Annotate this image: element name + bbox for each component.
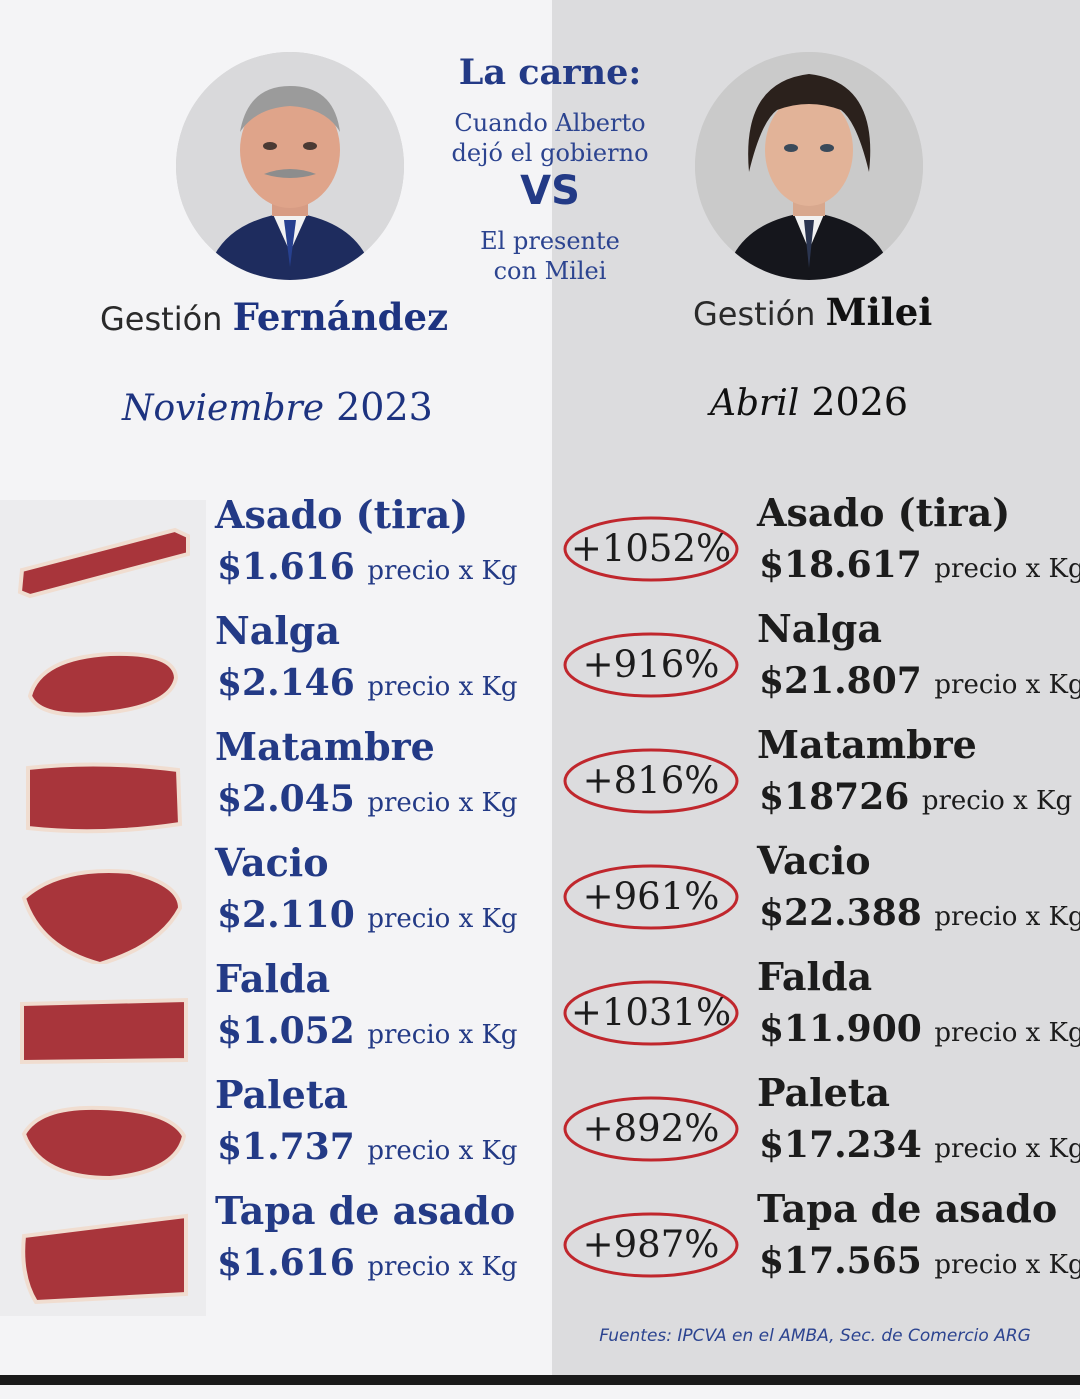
- price-value: $2.146: [217, 662, 355, 704]
- price-left: $1.052 precio x Kg: [217, 1010, 518, 1052]
- cut-name-right: Matambre: [757, 722, 977, 767]
- unit-label: precio x Kg: [367, 1020, 518, 1050]
- milei-portrait: [695, 52, 923, 280]
- cut-name-right: Falda: [757, 954, 873, 999]
- price-right: $11.900 precio x Kg: [759, 1008, 1080, 1050]
- cut-name-right: Nalga: [757, 606, 882, 651]
- unit-label: precio x Kg: [367, 672, 518, 702]
- meat-cut-image: [0, 848, 206, 968]
- unit-label: precio x Kg: [367, 556, 518, 586]
- cut-name-left: Asado (tira): [215, 492, 469, 537]
- meat-cut-image: [0, 500, 206, 620]
- gestion-milei-label: Gestión Milei: [693, 290, 932, 334]
- percent-change-value: +1052%: [570, 527, 732, 570]
- meat-cut-image: [0, 964, 206, 1084]
- unit-label: precio x Kg: [367, 1136, 518, 1166]
- percent-change-badge: +916%: [562, 630, 740, 700]
- vs-label: VS: [520, 168, 580, 214]
- cut-name-right: Asado (tira): [757, 490, 1011, 535]
- price-value: $1.616: [217, 546, 355, 588]
- percent-change-value: +1031%: [570, 991, 732, 1034]
- unit-label: precio x Kg: [367, 904, 518, 934]
- gestion-name: Milei: [825, 290, 933, 334]
- gestion-prefix: Gestión: [693, 295, 816, 333]
- price-right: $18726 precio x Kg: [759, 776, 1072, 818]
- percent-change-badge: +1031%: [562, 978, 740, 1048]
- percent-change-value: +961%: [582, 875, 720, 918]
- unit-label: precio x Kg: [934, 1250, 1080, 1280]
- fernandez-portrait: [176, 52, 404, 280]
- unit-label: precio x Kg: [921, 786, 1073, 816]
- subtitle-line: con Milei: [493, 257, 607, 285]
- cut-name-right: Paleta: [757, 1070, 890, 1115]
- cut-name-left: Vacio: [215, 840, 329, 885]
- gestion-fernandez-label: Gestión Fernández: [100, 295, 448, 339]
- price-value: $17.565: [759, 1240, 922, 1282]
- source-note: Fuentes: IPCVA en el AMBA, Sec. de Comer…: [599, 1326, 1031, 1346]
- subtitle-line: Cuando Alberto: [454, 109, 646, 137]
- unit-label: precio x Kg: [934, 902, 1080, 932]
- percent-change-value: +816%: [582, 759, 720, 802]
- period-month: Noviembre: [122, 388, 325, 429]
- meat-cut-image: [0, 1196, 206, 1316]
- price-left: $2.045 precio x Kg: [217, 778, 518, 820]
- price-value: $21.807: [759, 660, 922, 702]
- cut-name-left: Nalga: [215, 608, 340, 653]
- cut-name-left: Paleta: [215, 1072, 348, 1117]
- percent-change-value: +916%: [582, 643, 720, 686]
- unit-label: precio x Kg: [934, 1134, 1080, 1164]
- price-right: $17.234 precio x Kg: [759, 1124, 1080, 1166]
- price-value: $1.737: [217, 1126, 355, 1168]
- price-left: $2.146 precio x Kg: [217, 662, 518, 704]
- price-left: $2.110 precio x Kg: [217, 894, 518, 936]
- subtitle-line: dejó el gobierno: [451, 139, 649, 167]
- percent-change-badge: +961%: [562, 862, 740, 932]
- price-value: $2.045: [217, 778, 355, 820]
- unit-label: precio x Kg: [367, 788, 518, 818]
- price-value: $22.388: [759, 892, 922, 934]
- price-left: $1.616 precio x Kg: [217, 1242, 518, 1284]
- price-right: $17.565 precio x Kg: [759, 1240, 1080, 1282]
- unit-label: precio x Kg: [367, 1252, 518, 1282]
- unit-label: precio x Kg: [934, 1018, 1080, 1048]
- percent-change-badge: +892%: [562, 1094, 740, 1164]
- gestion-name: Fernández: [232, 295, 449, 339]
- price-right: $21.807 precio x Kg: [759, 660, 1080, 702]
- percent-change-value: +892%: [582, 1107, 720, 1150]
- price-value: $18.617: [759, 544, 922, 586]
- meat-cut-image: [0, 732, 206, 852]
- period-right: Abril 2026: [710, 380, 908, 424]
- gestion-prefix: Gestión: [100, 300, 223, 338]
- cut-name-left: Falda: [215, 956, 331, 1001]
- cut-name-left: Matambre: [215, 724, 435, 769]
- cut-name-left: Tapa de asado: [215, 1188, 516, 1233]
- unit-label: precio x Kg: [934, 670, 1080, 700]
- price-value: $18726: [759, 776, 910, 818]
- cut-name-right: Tapa de asado: [757, 1186, 1058, 1231]
- cut-name-right: Vacio: [757, 838, 871, 883]
- price-right: $22.388 precio x Kg: [759, 892, 1080, 934]
- period-year: 2023: [336, 385, 433, 429]
- period-left: Noviembre 2023: [122, 385, 433, 429]
- period-year: 2026: [811, 380, 909, 424]
- unit-label: precio x Kg: [934, 554, 1080, 584]
- price-value: $1.052: [217, 1010, 355, 1052]
- percent-change-value: +987%: [582, 1223, 720, 1266]
- period-month: Abril: [710, 383, 800, 424]
- price-left: $1.616 precio x Kg: [217, 546, 518, 588]
- meat-cut-image: [0, 1080, 206, 1200]
- page-title: La carne:: [458, 52, 642, 93]
- bottom-divider: [0, 1375, 1080, 1385]
- percent-change-badge: +1052%: [562, 514, 740, 584]
- price-value: $17.234: [759, 1124, 922, 1166]
- price-value: $2.110: [217, 894, 355, 936]
- price-value: $1.616: [217, 1242, 355, 1284]
- percent-change-badge: +987%: [562, 1210, 740, 1280]
- subtitle-line: El presente: [480, 227, 620, 255]
- price-value: $11.900: [759, 1008, 922, 1050]
- price-right: $18.617 precio x Kg: [759, 544, 1080, 586]
- meat-cut-image: [0, 616, 206, 736]
- percent-change-badge: +816%: [562, 746, 740, 816]
- price-left: $1.737 precio x Kg: [217, 1126, 518, 1168]
